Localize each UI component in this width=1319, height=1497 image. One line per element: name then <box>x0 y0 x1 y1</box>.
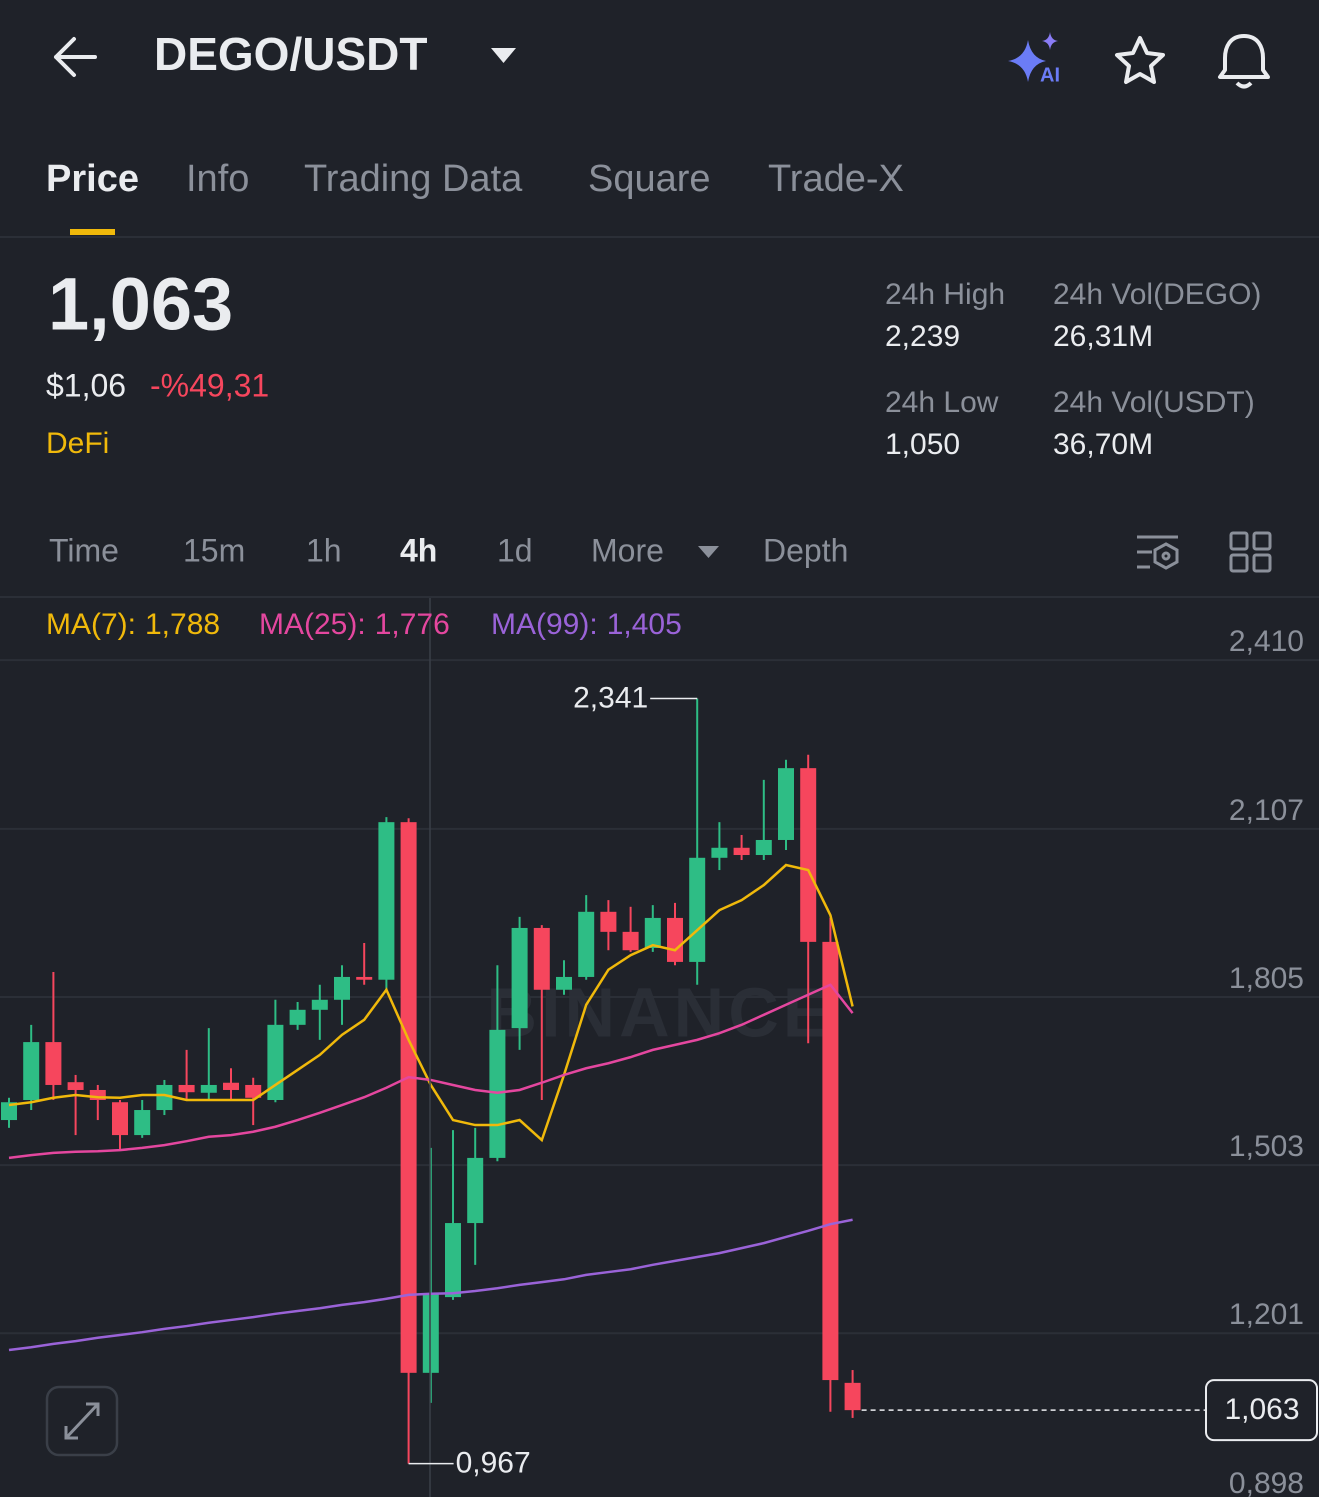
candle-body <box>511 927 528 1029</box>
candle-body <box>689 857 706 962</box>
candle-body <box>245 1084 262 1098</box>
fullscreen-button[interactable] <box>45 1385 119 1457</box>
candle-body <box>200 1084 217 1093</box>
interval[interactable]: 1d <box>497 532 533 568</box>
candle-body <box>600 911 617 932</box>
candle-body <box>223 1082 239 1090</box>
candle-body <box>134 1110 151 1136</box>
interval[interactable]: Time <box>49 532 119 568</box>
interval[interactable]: More <box>591 532 664 568</box>
annotation-label: 2,341 <box>573 681 648 714</box>
legend-value: 1,776 <box>375 608 450 641</box>
stat-label: 24h Vol(DEGO) <box>1053 278 1261 311</box>
alert-button[interactable] <box>1218 34 1270 89</box>
candle-body <box>778 768 794 840</box>
tab[interactable]: Trading Data <box>304 158 523 200</box>
candle-body <box>112 1102 128 1136</box>
legend-name: MA(25): <box>259 608 366 641</box>
legend-name: MA(7): <box>46 608 136 641</box>
candle-body <box>1 1102 17 1121</box>
interval[interactable]: 15m <box>183 532 245 568</box>
candle-body <box>422 1293 439 1373</box>
usd-price: $1,06 <box>46 367 126 403</box>
candle-body <box>578 911 595 977</box>
candle-body <box>711 847 728 858</box>
interval[interactable]: 4h <box>400 532 437 568</box>
candle-body <box>844 1382 861 1411</box>
candle-body <box>533 927 550 990</box>
svg-text:AI: AI <box>1040 64 1060 86</box>
stat-label: 24h Vol(USDT) <box>1053 386 1255 419</box>
y-tick-label: 1,201 <box>1229 1298 1304 1331</box>
ma-line <box>8 983 854 1160</box>
back-button[interactable] <box>54 37 97 77</box>
stat-value: 26,31M <box>1053 320 1153 353</box>
candle-body <box>467 1157 484 1224</box>
ma-line <box>8 863 854 1143</box>
candle-body <box>156 1084 173 1111</box>
y-tick-label: 0,898 <box>1229 1467 1304 1497</box>
candle-body <box>755 839 772 856</box>
candle-body <box>400 822 417 1373</box>
candle-body <box>45 1042 62 1085</box>
candle-body <box>89 1089 106 1101</box>
pair-title[interactable]: DEGO/USDT <box>154 28 427 80</box>
stat-value: 2,239 <box>885 320 960 353</box>
candle-body <box>311 999 328 1010</box>
candle-body <box>667 917 683 962</box>
layout-button[interactable] <box>1229 531 1272 573</box>
legend-value: 1,405 <box>607 608 682 641</box>
candle-body <box>556 976 572 990</box>
legend-value: 1,788 <box>145 608 220 641</box>
chart-overlay: 2,410 2,107 1,805 1,503 1,201 0,898 MA(7): 1,78… <box>46 608 1318 1497</box>
last-price: 1,063 <box>48 263 233 346</box>
last-price-tag <box>1205 1379 1318 1442</box>
ma-line <box>8 1218 853 1352</box>
last-price-label: 1,063 <box>1224 1393 1299 1426</box>
category-tag[interactable]: DeFi <box>46 427 109 460</box>
candle-body <box>622 931 639 951</box>
chart: BINANCE <box>0 659 1319 1464</box>
candle-body <box>644 917 661 948</box>
price-change: -%49,31 <box>150 367 269 403</box>
stat-value: 36,70M <box>1053 428 1153 461</box>
tab[interactable]: Square <box>588 158 711 200</box>
tab-indicator <box>70 229 115 235</box>
stat-label: 24h Low <box>885 386 999 419</box>
stat-value: 1,050 <box>885 428 960 461</box>
candle-body <box>822 941 839 1381</box>
candle-body <box>289 1009 306 1025</box>
candle-body <box>334 976 350 1000</box>
y-tick-label: 1,805 <box>1229 962 1304 995</box>
tab[interactable]: Price <box>46 158 139 200</box>
tab[interactable]: Info <box>186 158 249 200</box>
y-tick-label: 1,503 <box>1229 1130 1304 1163</box>
y-tick-label: 2,107 <box>1229 794 1304 827</box>
candle-body <box>800 768 817 942</box>
candle-body <box>23 1042 40 1101</box>
interval[interactable]: 1h <box>306 532 342 568</box>
pair-dropdown[interactable] <box>491 48 516 63</box>
candle-body <box>178 1084 195 1093</box>
candle-body <box>733 847 750 856</box>
y-tick-label: 2,410 <box>1229 625 1304 658</box>
stat-label: 24h High <box>885 278 1005 311</box>
ai-button[interactable]: AI <box>1008 32 1060 86</box>
tab[interactable]: Trade-X <box>768 158 904 200</box>
candle-body <box>445 1223 461 1298</box>
candle-body <box>67 1082 84 1090</box>
indicator-settings[interactable] <box>1137 535 1179 570</box>
more-dropdown[interactable] <box>698 546 719 558</box>
interval[interactable]: Depth <box>763 532 848 568</box>
favorite-button[interactable] <box>1115 36 1165 84</box>
annotation-label: 0,967 <box>456 1447 531 1480</box>
candle-body <box>356 976 373 980</box>
legend-name: MA(99): <box>491 608 598 641</box>
candle-body <box>378 822 395 980</box>
